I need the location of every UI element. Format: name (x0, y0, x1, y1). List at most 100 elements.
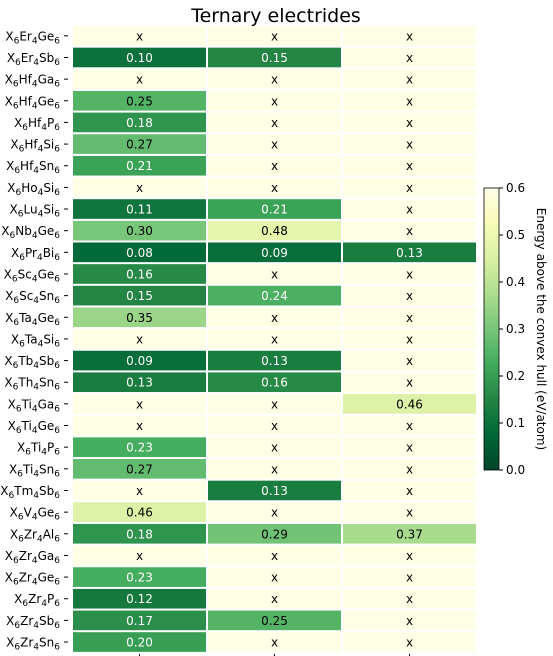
cell-value-label: x (271, 332, 278, 346)
row-label: X6Ti4Sn6 (9, 462, 60, 479)
cell-value-label: x (136, 181, 143, 195)
heatmap-cell (343, 480, 476, 501)
cell-value-label: x (406, 181, 413, 195)
cell-value-label: x (406, 267, 413, 281)
row-label: X6Ti4Ga6 (8, 397, 61, 414)
heatmap-cell (343, 220, 476, 241)
row-label: X6Zr4Al6 (10, 527, 60, 544)
heatmap-cell (208, 459, 341, 479)
row-label: X6Zr4P6 (14, 592, 60, 609)
colorbar-tick-label: 0.1 (506, 416, 525, 430)
cell-value-label: 0.24 (261, 289, 288, 303)
heatmap-cell (343, 329, 476, 349)
heatmap-cell (343, 90, 476, 111)
cell-value-label: 0.09 (261, 246, 288, 260)
heatmap-cell (73, 220, 206, 241)
cell-value-label: x (406, 51, 413, 65)
cell-value-label: x (271, 73, 278, 87)
row-label: X6Zr4Ge6 (5, 571, 61, 588)
cell-value-label: x (406, 138, 413, 152)
colorbar-tick-label: 0.2 (506, 369, 525, 383)
row-label: X6Ti4P6 (17, 441, 60, 458)
cell-value-label: 0.21 (261, 203, 288, 217)
cell-value-label: 0.21 (126, 159, 153, 173)
cell-value-label: 0.08 (126, 246, 153, 260)
cell-value-label: 0.13 (396, 246, 423, 260)
heatmap-cell (208, 480, 341, 501)
cell-value-label: 0.25 (261, 614, 288, 628)
cell-value-label: x (406, 354, 413, 368)
cell-value-label: 0.27 (126, 462, 153, 476)
colorbar-tick-label: 0.6 (506, 181, 525, 195)
row-label: X6Hf4Ga6 (5, 73, 61, 90)
heatmap-cell (208, 47, 341, 68)
heatmap-cell (208, 350, 341, 371)
heatmap-cell (343, 242, 476, 263)
heatmap-cell (208, 285, 341, 306)
heatmap-cell (208, 307, 341, 328)
heatmap-cell (73, 610, 206, 631)
cell-value-label: x (406, 549, 413, 563)
row-label: X6Hf4Ge6 (5, 94, 61, 111)
row-label: X6Lu4Si6 (10, 203, 61, 220)
heatmap-cell (73, 437, 206, 457)
heatmap-cell (208, 610, 341, 631)
heatmap-cell (73, 134, 206, 154)
cell-value-label: 0.13 (261, 484, 288, 498)
chart-title: Ternary electrides (190, 5, 361, 27)
cell-value-label: 0.17 (126, 614, 153, 628)
heatmap-cell (208, 242, 341, 263)
cell-value-label: x (271, 29, 278, 43)
heatmap-cell (73, 26, 206, 46)
heatmap-cell (208, 372, 341, 393)
heatmap-cell (208, 199, 341, 219)
cell-value-label: x (271, 116, 278, 130)
heatmap-cell (343, 350, 476, 371)
heatmap-cell (208, 69, 341, 89)
heatmap-cell (208, 26, 341, 46)
heatmap-cell (73, 264, 206, 284)
cell-value-label: x (406, 289, 413, 303)
cell-value-label: x (136, 419, 143, 433)
cell-value-label: x (406, 94, 413, 108)
cell-value-label: x (406, 203, 413, 217)
heatmap-cell (73, 112, 206, 133)
cell-value-label: 0.46 (126, 506, 153, 520)
heatmap-cell (73, 459, 206, 479)
heatmap-cell (73, 415, 206, 436)
colorbar-gradient (483, 187, 500, 471)
heatmap-cell (208, 502, 341, 522)
heatmap-cell (343, 69, 476, 89)
cell-value-label: x (271, 138, 278, 152)
colorbar-tick-label: 0.3 (506, 322, 525, 336)
heatmap-cell (343, 285, 476, 306)
heatmap-cell (343, 155, 476, 176)
cell-value-label: x (406, 484, 413, 498)
cell-value-label: 0.23 (126, 571, 153, 585)
cell-value-label: x (136, 29, 143, 43)
heatmap-cell (343, 588, 476, 609)
heatmap-cell (73, 523, 206, 544)
row-label: X6Pr4Bi6 (11, 246, 60, 263)
heatmap-cell (73, 394, 206, 414)
heatmap-cell (208, 523, 341, 544)
cell-value-label: x (271, 419, 278, 433)
cell-value-label: x (136, 397, 143, 411)
cell-value-label: x (136, 549, 143, 563)
row-label: X6Sc4Sn6 (5, 289, 60, 306)
row-label: X6Tb4Sb6 (4, 354, 60, 371)
cell-value-label: x (271, 397, 278, 411)
cell-value-label: 0.27 (126, 138, 153, 152)
row-label: X6V4Ge6 (10, 506, 61, 523)
heatmap-cells: x x x0.10 0.15 xx x x0.25 x x0.18 x x0.27 x x0.21 x xx… (73, 26, 476, 652)
row-label: X6Zr4Sb6 (6, 614, 60, 631)
heatmap-cell (343, 394, 476, 414)
row-label: X6Ta4Ge6 (5, 311, 60, 328)
cell-value-label: 0.11 (126, 203, 153, 217)
row-label: X6Sc4Ge6 (4, 267, 61, 284)
heatmap-cell (343, 199, 476, 219)
heatmap-cell (73, 588, 206, 609)
cell-value-label: 0.12 (126, 592, 153, 606)
heatmap-cell (208, 567, 341, 587)
